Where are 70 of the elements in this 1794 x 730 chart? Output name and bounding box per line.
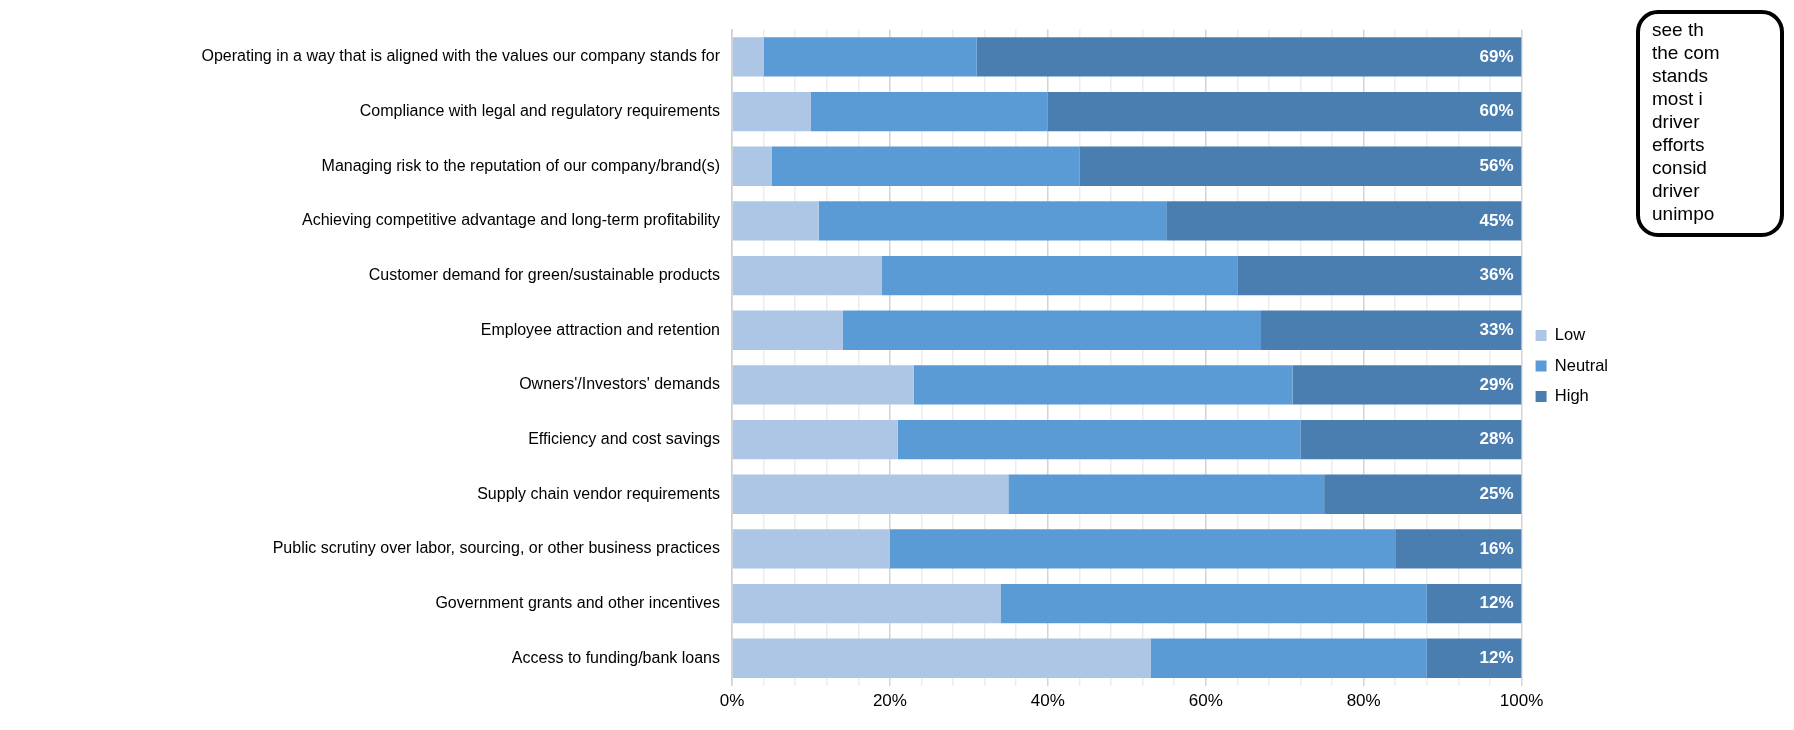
bar	[763, 37, 977, 77]
bar	[732, 201, 819, 241]
data-label: 29%	[1479, 374, 1514, 394]
bar	[897, 419, 1301, 460]
x-tick-label: 100%	[1499, 691, 1544, 711]
bar	[732, 37, 764, 77]
bar	[913, 365, 1293, 405]
y-tick-label: Access to funding/bank loans	[511, 648, 720, 666]
data-label: 25%	[1479, 483, 1514, 503]
bar	[1300, 419, 1522, 460]
bar	[1324, 474, 1522, 514]
legend-label: Low	[1554, 325, 1586, 344]
bar	[732, 638, 1151, 678]
bar	[1395, 529, 1522, 569]
bar	[889, 529, 1396, 569]
bar	[810, 91, 1048, 132]
data-label: 36%	[1479, 265, 1514, 285]
bar	[882, 255, 1238, 296]
bar	[818, 201, 1167, 241]
bar	[1292, 365, 1522, 405]
bar	[1426, 583, 1522, 624]
bar	[732, 529, 890, 569]
bar	[732, 146, 772, 186]
data-label: 33%	[1479, 319, 1514, 339]
data-label: 60%	[1479, 101, 1514, 121]
bar	[1047, 91, 1522, 132]
text: see th the com stands most i driver efforts consid driver unimpo	[1652, 19, 1720, 224]
data-label: 12%	[1479, 647, 1514, 667]
y-tick-label: Employee attraction and retention	[480, 320, 720, 338]
legend-label: Neutral	[1554, 355, 1609, 374]
bar	[1008, 474, 1325, 514]
data-label: 56%	[1479, 155, 1514, 175]
x-tick-label: 60%	[1188, 691, 1223, 711]
y-tick-label: Customer demand for green/sustainable products	[368, 266, 720, 284]
bar	[1261, 310, 1522, 350]
x-tick-label: 0%	[719, 691, 745, 711]
bar	[1079, 146, 1522, 186]
bar	[732, 419, 898, 460]
bar	[732, 474, 1009, 514]
y-tick-label: Achieving competitive advantage and long-term profitability	[301, 211, 720, 229]
bar	[1166, 201, 1522, 241]
legend-label: High	[1554, 386, 1589, 405]
x-tick-label: 40%	[1030, 691, 1065, 711]
x-tick-label: 80%	[1346, 691, 1381, 711]
y-tick-label: Government grants and other incentives	[435, 594, 720, 612]
data-label: 69%	[1479, 46, 1514, 66]
y-tick-label: Managing risk to the reputation of our company/brand(s)	[321, 156, 720, 174]
y-tick-label: Operating in a way that is aligned with the values our company stands for	[201, 47, 721, 65]
y-tick-label: Supply chain vendor requirements	[477, 484, 720, 502]
bar	[732, 91, 811, 132]
bar	[1237, 255, 1522, 296]
bar	[1426, 638, 1522, 678]
bar	[732, 583, 1001, 624]
bar	[1150, 638, 1427, 678]
data-label: 16%	[1479, 538, 1514, 558]
y-tick-label: Public scrutiny over labor, sourcing, or other business practices	[272, 539, 720, 557]
y-tick-label: Efficiency and cost savings	[528, 430, 720, 448]
bar	[732, 255, 883, 296]
y-tick-label: Compliance with legal and regulatory requirements	[359, 102, 720, 120]
bar	[976, 37, 1522, 77]
bar	[732, 365, 914, 405]
x-tick-label: 20%	[872, 691, 907, 711]
bar	[842, 310, 1262, 350]
data-label: 28%	[1479, 429, 1514, 449]
bar	[732, 310, 843, 350]
y-tick-label: Owners'/Investors' demands	[519, 375, 720, 393]
data-label: 12%	[1479, 593, 1514, 613]
bar	[771, 146, 1080, 186]
bar	[1000, 583, 1427, 624]
data-label: 45%	[1479, 210, 1514, 230]
